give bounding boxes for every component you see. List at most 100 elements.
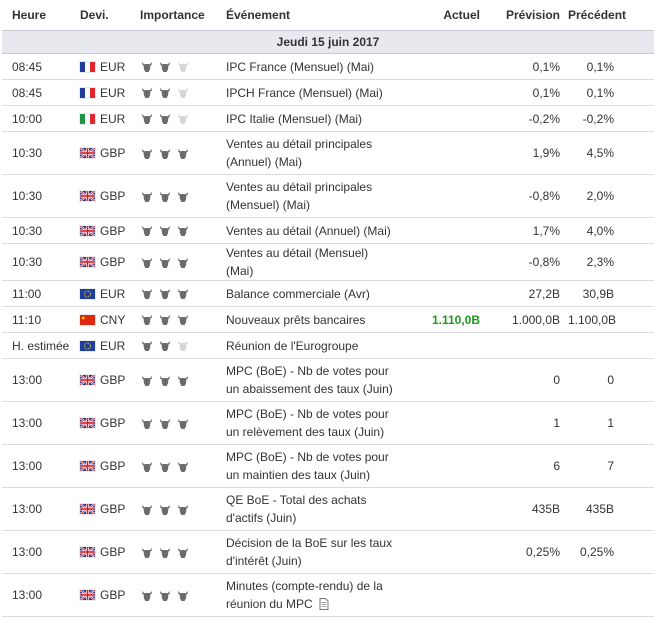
event-name[interactable]: IPCH France (Mensuel) (Mai) <box>226 85 383 100</box>
bull-active-icon <box>140 590 154 602</box>
bull-active-icon <box>158 547 172 559</box>
event-row[interactable]: 10:30 GBP Ventes au détail (Mensuel) (Mai)… <box>2 243 654 281</box>
event-name-cell: Ventes au détail principales (Annuel) (M… <box>222 131 404 175</box>
event-row[interactable]: 10:30 GBP Ventes au détail principales (Me… <box>2 174 654 218</box>
event-row[interactable]: 13:00 GBP Décision de la BoE sur les taux … <box>2 530 654 574</box>
header-forecast[interactable]: Prévision <box>488 0 568 31</box>
bull-active-icon <box>176 225 190 237</box>
bull-active-icon <box>140 257 154 269</box>
event-time: H. estimée <box>2 332 70 359</box>
event-currency-cell: GBP <box>70 131 134 175</box>
bull-active-icon <box>176 191 190 203</box>
event-name[interactable]: Ventes au détail principales (Annuel) (M… <box>226 137 373 169</box>
event-name[interactable]: Nouveaux prêts bancaires <box>226 312 366 327</box>
event-name-cell: Minutes (compte-rendu) de la réunion du … <box>222 573 404 617</box>
event-row[interactable]: H. estimée EUR Réunion de l'Eurogroupe <box>2 332 654 359</box>
event-currency-cell: GBP <box>70 243 134 281</box>
event-actual <box>404 332 488 359</box>
bull-active-icon <box>176 461 190 473</box>
event-name[interactable]: Décision de la BoE sur les taux d'intérê… <box>226 536 393 568</box>
header-actual[interactable]: Actuel <box>404 0 488 31</box>
event-currency: GBP <box>100 545 126 559</box>
bull-active-icon <box>140 113 154 125</box>
bull-active-icon <box>140 504 154 516</box>
event-row[interactable]: 08:45 EUR IPC France (Mensuel) (Mai) 0,1% 0,… <box>2 53 654 80</box>
event-name[interactable]: Ventes au détail (Annuel) (Mai) <box>226 223 391 238</box>
event-name-cell: Balance commerciale (Avr) <box>222 280 404 307</box>
event-time: 10:30 <box>2 174 70 218</box>
event-actual: 1.110,0B <box>404 306 488 333</box>
header-importance[interactable]: Importance <box>134 0 222 31</box>
event-row[interactable]: 13:00 GBP QE BoE - Total des achats d'acti… <box>2 487 654 531</box>
event-name-cell: Réunion de l'Eurogroupe <box>222 332 404 359</box>
bull-active-icon <box>140 191 154 203</box>
event-row[interactable]: 10:30 GBP Ventes au détail principales (An… <box>2 131 654 175</box>
event-row[interactable]: 13:00 GBP MPC (BoE) - Nb de votes pour un … <box>2 401 654 445</box>
bull-inactive-icon <box>176 87 190 99</box>
event-actual <box>404 79 488 106</box>
event-row[interactable]: 13:00 GBP MPC (BoE) - Nb de votes pour un … <box>2 358 654 402</box>
bull-active-icon <box>176 257 190 269</box>
event-forecast: 1,7% <box>488 217 568 244</box>
event-name[interactable]: MPC (BoE) - Nb de votes pour un maintien… <box>226 450 389 482</box>
event-name[interactable]: IPC France (Mensuel) (Mai) <box>226 59 375 74</box>
event-time: 10:30 <box>2 217 70 244</box>
bull-active-icon <box>140 461 154 473</box>
event-currency: EUR <box>100 111 126 126</box>
event-currency-cell: GBP <box>70 487 134 531</box>
event-row[interactable]: 10:30 GBP Ventes au détail (Annuel) (Mai) 1… <box>2 217 654 244</box>
gb-flag-icon <box>80 504 95 514</box>
document-icon[interactable] <box>319 598 329 610</box>
event-name[interactable]: IPC Italie (Mensuel) (Mai) <box>226 111 363 126</box>
event-row[interactable]: 13:00 GBP Minutes (compte-rendu) de la réu… <box>2 573 654 617</box>
event-row[interactable]: 08:45 EUR IPCH France (Mensuel) (Mai) 0,1% 0… <box>2 79 654 106</box>
event-currency-cell: EUR <box>70 79 134 106</box>
event-actual <box>404 174 488 218</box>
header-currency[interactable]: Devi. <box>70 0 134 31</box>
header-previous[interactable]: Précédent <box>568 0 654 31</box>
event-name-cell: IPCH France (Mensuel) (Mai) <box>222 79 404 106</box>
event-importance <box>134 217 222 244</box>
event-forecast: 1.000,0B <box>488 306 568 333</box>
event-importance <box>134 280 222 307</box>
event-previous: 4,0% <box>568 217 654 244</box>
bull-active-icon <box>176 547 190 559</box>
bull-active-icon <box>176 418 190 430</box>
bull-active-icon <box>140 547 154 559</box>
event-name[interactable]: Minutes (compte-rendu) de la réunion du … <box>226 579 383 611</box>
event-name[interactable]: QE BoE - Total des achats d'actifs (Juin… <box>226 493 367 525</box>
header-time[interactable]: Heure <box>2 0 70 31</box>
event-name[interactable]: Réunion de l'Eurogroupe <box>226 338 359 353</box>
event-currency-cell: EUR <box>70 105 134 132</box>
event-row[interactable]: 11:00 EUR Balance commerciale (Avr) 27,2B 30… <box>2 280 654 307</box>
bull-inactive-icon <box>176 113 190 125</box>
event-forecast: 27,2B <box>488 280 568 307</box>
event-forecast: 0,25% <box>488 530 568 574</box>
event-row[interactable]: 13:00 GBP MPC (BoE) - Nb de votes pour un … <box>2 444 654 488</box>
event-actual <box>404 280 488 307</box>
event-name[interactable]: MPC (BoE) - Nb de votes pour un relèveme… <box>226 407 389 439</box>
event-forecast: -0,2% <box>488 105 568 132</box>
bull-active-icon <box>140 87 154 99</box>
event-forecast: 435B <box>488 487 568 531</box>
event-name[interactable]: MPC (BoE) - Nb de votes pour un abaissem… <box>226 364 393 396</box>
event-importance <box>134 79 222 106</box>
event-actual <box>404 105 488 132</box>
event-name-cell: Ventes au détail principales (Mensuel) (… <box>222 174 404 218</box>
event-name[interactable]: Ventes au détail (Mensuel) (Mai) <box>226 246 369 278</box>
event-row[interactable]: 11:10 CNY Nouveaux prêts bancaires 1.110,0B… <box>2 306 654 333</box>
event-name[interactable]: Ventes au détail principales (Mensuel) (… <box>226 180 373 212</box>
event-currency-cell: CNY <box>70 306 134 333</box>
event-time: 08:45 <box>2 79 70 106</box>
event-time: 13:00 <box>2 444 70 488</box>
gb-flag-icon <box>80 547 95 557</box>
event-currency-cell: EUR <box>70 280 134 307</box>
gb-flag-icon <box>80 590 95 600</box>
event-forecast: 0,1% <box>488 53 568 80</box>
event-row[interactable]: 10:00 EUR IPC Italie (Mensuel) (Mai) -0,2% -… <box>2 105 654 132</box>
header-event[interactable]: Événement <box>222 0 404 31</box>
event-name-cell: MPC (BoE) - Nb de votes pour un abaissem… <box>222 358 404 402</box>
event-currency: GBP <box>100 189 126 203</box>
event-name[interactable]: Balance commerciale (Avr) <box>226 286 370 301</box>
